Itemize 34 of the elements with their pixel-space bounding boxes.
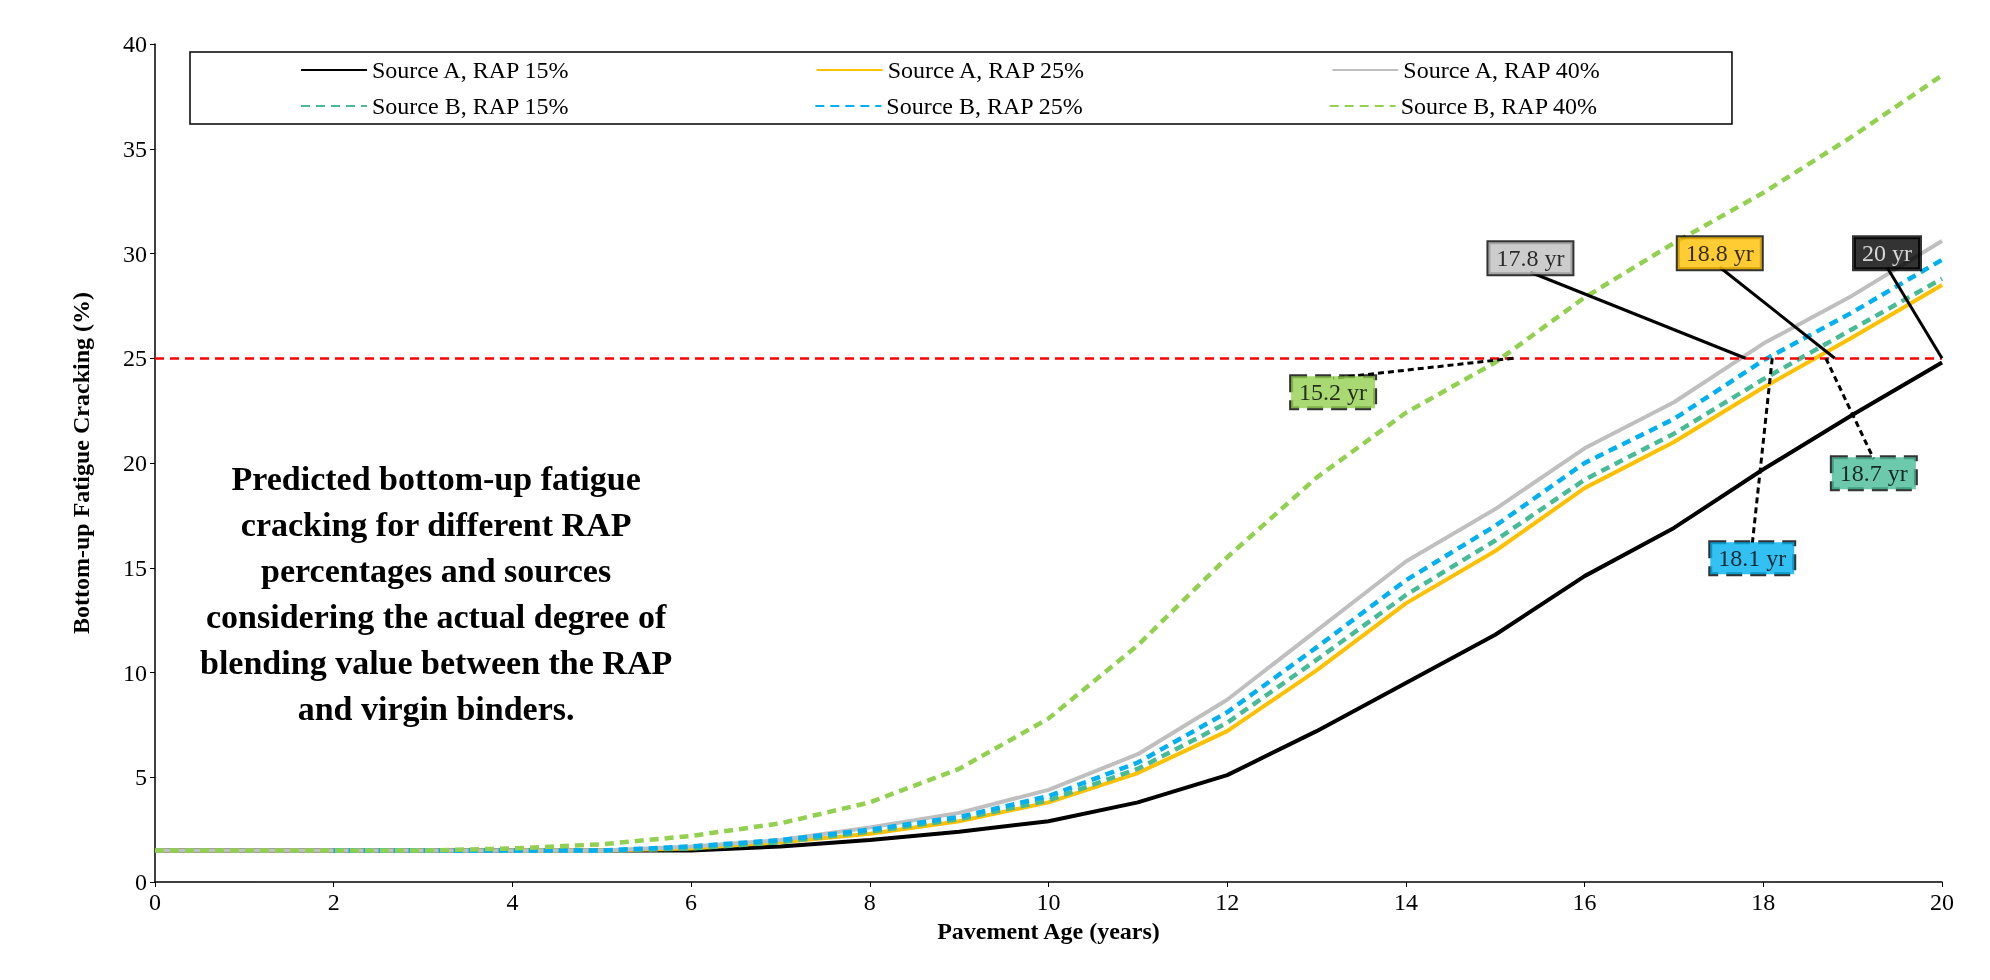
legend-label: Source A, RAP 40%: [1403, 57, 1600, 83]
x-tick-label: 10: [1036, 889, 1061, 915]
annotation: 18.7 yr: [1839, 460, 1908, 487]
annotation: 18.8 yr: [1685, 240, 1754, 267]
legend-label: Source B, RAP 40%: [1400, 93, 1598, 119]
y-tick-label: 35: [123, 135, 147, 162]
x-tick-label: 20: [1930, 889, 1954, 915]
y-tick-label: 15: [123, 554, 147, 581]
annotation: 17.8 yr: [1496, 245, 1565, 272]
x-axis-title: Pavement Age (years): [937, 917, 1160, 944]
y-tick-label: 5: [135, 764, 147, 791]
legend-label: Source A, RAP 25%: [887, 57, 1085, 83]
annotation: 18.1 yr: [1718, 545, 1787, 572]
annotation: Predicted bottom-up fatigue cracking for different RAP percentages and sources considering the actual degree of blending value between the RAP and virgin binders.: [200, 459, 673, 727]
y-tick-label: 25: [123, 345, 147, 372]
legend-label: Source B, RAP 25%: [886, 93, 1083, 119]
x-tick-label: 16: [1572, 889, 1597, 915]
y-tick-label: 10: [123, 659, 147, 686]
x-tick-label: 4: [506, 889, 519, 915]
x-tick-label: 18: [1751, 889, 1776, 915]
x-tick-label: 8: [863, 889, 876, 915]
x-tick-label: 14: [1393, 889, 1418, 915]
annotation: 20 yr: [1862, 240, 1912, 267]
y-tick-label: 20: [123, 450, 147, 476]
annotation: 15.2 yr: [1299, 379, 1368, 406]
x-tick-label: 12: [1215, 889, 1240, 915]
legend-label: Source B, RAP 15%: [372, 93, 569, 119]
legend-label: Source A, RAP 15%: [372, 57, 569, 83]
y-tick-label: 0: [135, 869, 147, 895]
x-tick-label: 2: [327, 889, 340, 915]
y-tick-label: 40: [123, 31, 147, 57]
x-tick-label: 6: [685, 889, 698, 915]
y-tick-label: 30: [123, 240, 147, 267]
y-axis-title: Bottom-up Fatigue Cracking (%): [68, 292, 94, 634]
